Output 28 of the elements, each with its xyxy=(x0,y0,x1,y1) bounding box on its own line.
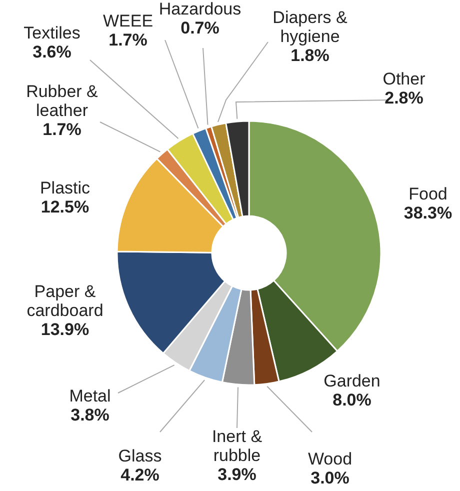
data-label: 0.7% xyxy=(180,18,220,38)
data-label: 1.7% xyxy=(108,30,148,50)
data-label: 38.3% xyxy=(404,204,452,222)
data-label: 3.8% xyxy=(70,406,110,424)
slice-label: Wood xyxy=(308,450,352,468)
data-label: 1.8% xyxy=(290,46,330,65)
data-label: 3.9% xyxy=(218,465,256,484)
slice-label: Hazardous xyxy=(158,0,242,18)
data-label: 4.2% xyxy=(120,466,160,484)
slice-label: Diapers & hygiene xyxy=(272,8,348,46)
data-label: 3.6% xyxy=(32,42,72,62)
slice-label: Other xyxy=(382,70,426,88)
slice-label: Textiles xyxy=(24,24,80,42)
slice-label: WEEE xyxy=(102,12,154,30)
data-label: 13.9% xyxy=(40,320,90,339)
slice-label: Plastic xyxy=(40,178,91,198)
data-label: 2.8% xyxy=(384,88,424,108)
slice-label: Glass xyxy=(118,446,162,466)
slice-label: Paper & cardboard xyxy=(26,282,104,320)
slice-label: Garden xyxy=(324,372,380,390)
slice-label: Rubber & leather xyxy=(26,82,99,120)
slice-label: Metal xyxy=(69,386,111,406)
data-label: 12.5% xyxy=(40,198,90,216)
slice-label: Food xyxy=(408,184,448,204)
data-label: 8.0% xyxy=(332,390,372,410)
data-label: 3.0% xyxy=(310,468,350,488)
slice-label: Inert & rubble xyxy=(212,427,263,465)
data-label: 1.7% xyxy=(42,120,82,139)
